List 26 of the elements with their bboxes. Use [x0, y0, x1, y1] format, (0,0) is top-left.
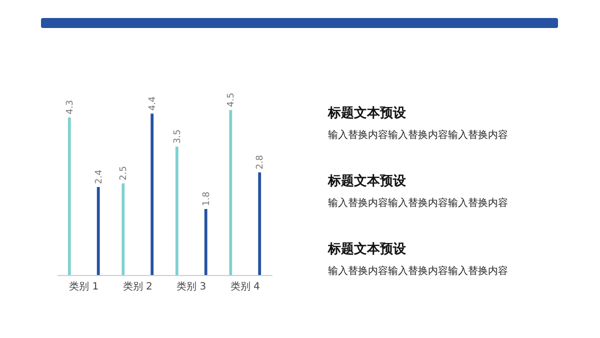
- x-tick-label: 类别 1: [69, 280, 99, 292]
- bar: [122, 183, 125, 275]
- bar: [204, 209, 208, 275]
- bar: [96, 187, 100, 275]
- bar: [150, 114, 154, 275]
- x-tick-label: 类别 4: [230, 280, 260, 292]
- bar: [68, 117, 71, 275]
- text: 输入替换内容输入替换内容输入替换内容: [328, 128, 509, 142]
- x-tick-label: 类别 3: [176, 280, 206, 292]
- data-label: 4.3: [65, 100, 76, 114]
- bar: [229, 110, 232, 275]
- data-label: 1.8: [202, 191, 212, 206]
- text: 标题文本预设: [328, 104, 407, 122]
- text: 输入替换内容输入替换内容输入替换内容: [328, 196, 509, 210]
- text: 标题文本预设: [328, 172, 407, 190]
- data-label: 3.5: [172, 129, 183, 144]
- bar: [175, 146, 178, 275]
- data-label: 2.4: [94, 169, 104, 184]
- x-tick-label: 类别 2: [122, 280, 152, 292]
- data-label: 2.8: [256, 154, 266, 170]
- data-label: 4.5: [226, 92, 237, 107]
- data-label: 2.5: [119, 166, 130, 180]
- text: 输入替换内容输入替换内容输入替换内容: [328, 264, 509, 278]
- bar: [258, 172, 262, 275]
- data-label: 4.4: [148, 96, 158, 111]
- text: 标题文本预设: [328, 240, 407, 258]
